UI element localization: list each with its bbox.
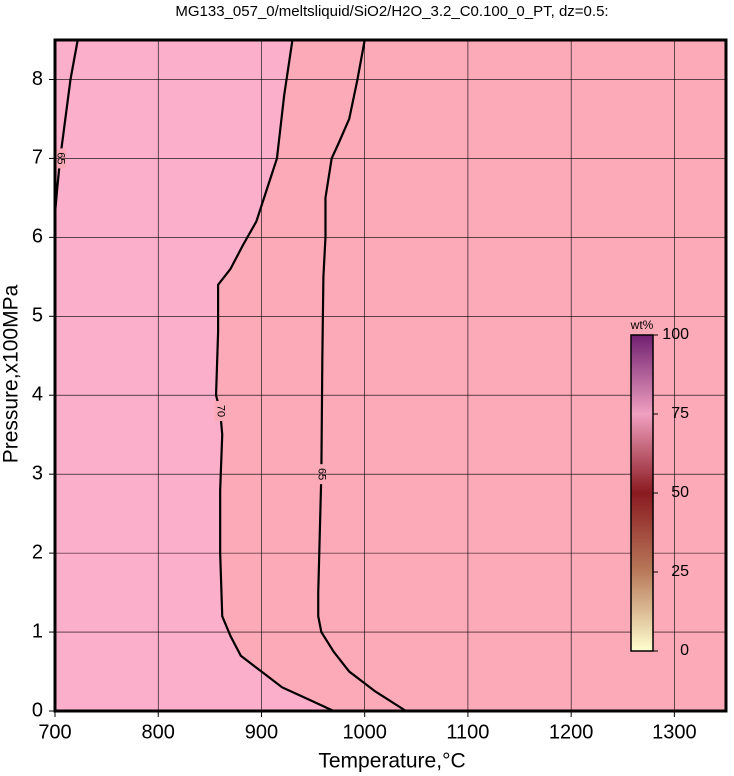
y-axis-label: Pressure,x100MPa (0, 284, 23, 463)
x-tick-label: 1200 (549, 721, 594, 743)
y-tick-label: 2 (32, 541, 43, 563)
x-axis-label: Temperature,°C (318, 750, 465, 773)
chart-title: MG133_057_0/meltsliquid/SiO2/H2O_3.2_C0.… (175, 3, 608, 20)
colorbar-tick-label: 100 (662, 326, 689, 343)
y-tick-label: 0 (32, 699, 43, 721)
colorbar-tick-label: 25 (671, 563, 689, 580)
x-tick-label: 700 (38, 721, 71, 743)
y-tick-label: 4 (32, 384, 43, 406)
colorbar-tick-label: 0 (680, 642, 689, 659)
x-tick-label: 800 (142, 721, 175, 743)
x-tick-label: 1300 (652, 721, 697, 743)
y-tick-label: 8 (32, 68, 43, 90)
x-tick-label: 1000 (342, 721, 387, 743)
y-tick-label: 3 (32, 462, 43, 484)
colorbar (630, 334, 654, 652)
y-tick-label: 6 (32, 226, 43, 248)
contour-label-bg (214, 401, 227, 422)
contour-line (317, 39, 407, 712)
colorbar-tick-label: 50 (671, 484, 689, 501)
colorbar-tick-label: 75 (671, 405, 689, 422)
plot-frame (53, 38, 728, 713)
x-tick-label: 1100 (446, 721, 489, 743)
y-tick-label: 5 (32, 305, 43, 327)
contour-label: 70 (214, 405, 226, 417)
colorbar-label: wt% (630, 318, 654, 332)
plot-region (55, 40, 334, 711)
contour-line (53, 39, 79, 214)
y-tick-label: 1 (32, 620, 43, 642)
x-tick-label: 900 (245, 721, 278, 743)
y-tick-label: 7 (32, 147, 43, 169)
